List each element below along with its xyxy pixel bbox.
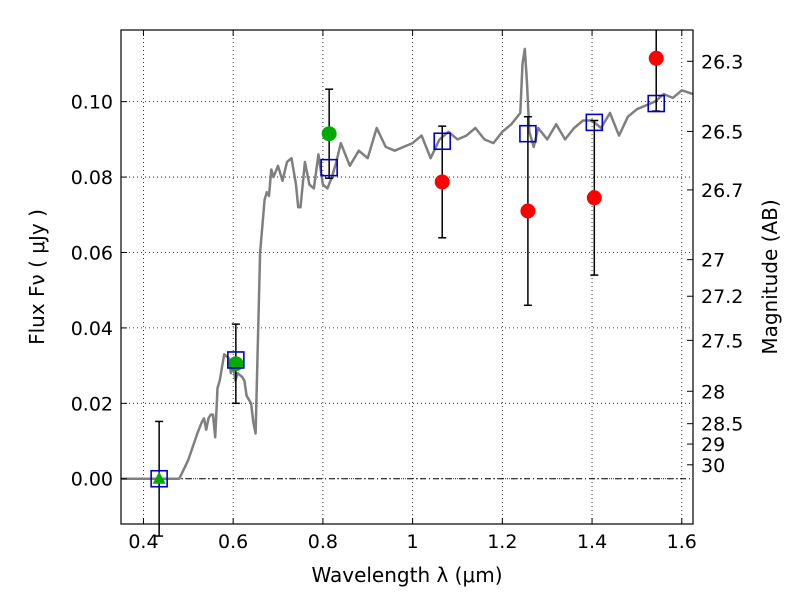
x-tick-label: 1 bbox=[407, 531, 419, 553]
observed-point bbox=[586, 190, 602, 206]
x-tick-label: 1.6 bbox=[667, 531, 697, 553]
right-tick-label: 26.7 bbox=[701, 180, 743, 202]
grid bbox=[121, 30, 693, 524]
y-tick-label: 0.10 bbox=[71, 92, 113, 114]
x-axis: 0.4 0.6 0.8 1 1.2 1.4 1.6 bbox=[128, 30, 697, 553]
model-photometry-square bbox=[227, 351, 245, 369]
model-photometry-square bbox=[519, 124, 537, 143]
observed-point bbox=[434, 174, 450, 190]
x-tick-label: 0.6 bbox=[218, 531, 248, 553]
y-tick-label: 0.04 bbox=[71, 318, 113, 340]
model-photometry-squares bbox=[150, 94, 666, 488]
observed-point bbox=[648, 50, 664, 66]
y-axis-left: 0.00 0.02 0.04 0.06 0.08 0.10 bbox=[71, 92, 127, 491]
plot-frame bbox=[120, 29, 694, 525]
right-tick-label: 27.5 bbox=[701, 330, 743, 352]
plot-area bbox=[121, 30, 693, 524]
model-photometry-square bbox=[647, 94, 666, 113]
x-axis-title: Wavelength λ (μm) bbox=[311, 563, 502, 587]
x-tick-label: 0.4 bbox=[128, 531, 158, 553]
model-photometry-square bbox=[585, 113, 604, 132]
right-tick-label: 26.5 bbox=[701, 121, 743, 143]
y-axis-title-left: Flux Fν ( μJy ) bbox=[25, 209, 49, 345]
right-tick-label: 28 bbox=[701, 381, 725, 403]
right-tick-label: 29 bbox=[701, 434, 725, 456]
y-tick-label: 0.08 bbox=[71, 167, 113, 189]
observed-point bbox=[321, 126, 337, 142]
y-tick-label: 0.00 bbox=[71, 469, 113, 491]
x-tick-label: 1.2 bbox=[487, 531, 517, 553]
right-tick-label: 30 bbox=[701, 455, 725, 477]
right-tick-label: 27 bbox=[701, 250, 725, 272]
y-tick-label: 0.02 bbox=[71, 393, 113, 415]
model-spectrum-line bbox=[121, 47, 694, 480]
right-tick-label: 28.5 bbox=[701, 414, 743, 436]
model-photometry-square bbox=[433, 132, 452, 151]
observed-point bbox=[520, 203, 536, 219]
model-photometry-square bbox=[150, 469, 168, 488]
observed-point bbox=[152, 471, 166, 484]
y-axis-title-right: Magnitude (AB) bbox=[758, 199, 782, 354]
y-tick-label: 0.06 bbox=[71, 242, 113, 264]
x-tick-label: 1.4 bbox=[577, 531, 607, 553]
right-tick-label: 27.2 bbox=[701, 286, 743, 308]
x-tick-label: 0.8 bbox=[308, 531, 338, 553]
right-tick-label: 26.3 bbox=[701, 51, 743, 73]
model-photometry-square bbox=[320, 158, 338, 177]
observed-point bbox=[228, 356, 244, 372]
